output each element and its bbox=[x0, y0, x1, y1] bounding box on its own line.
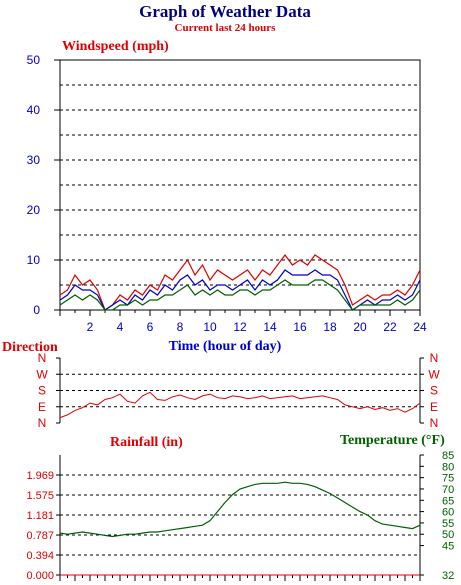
wind-x-tick-label: 6 bbox=[147, 320, 154, 334]
wind-x-tick-label: 16 bbox=[293, 320, 307, 334]
temperature-y-tick-label: 70 bbox=[442, 484, 454, 496]
wind-x-tick-label: 24 bbox=[413, 320, 427, 334]
temperature-y-tick-label: 85 bbox=[442, 450, 454, 462]
wind-x-tick-label: 10 bbox=[203, 320, 217, 334]
direction-series-group bbox=[59, 391, 421, 419]
rain-temp-series-group bbox=[59, 481, 421, 576]
page-title: Graph of Weather Data bbox=[139, 2, 311, 21]
wind-series-green bbox=[59, 279, 421, 311]
wind-x-tick-label: 8 bbox=[177, 320, 184, 334]
wind-y-tick-label: 30 bbox=[27, 153, 41, 167]
wind-x-tick-label: 4 bbox=[117, 320, 124, 334]
wind-x-axis: 2 4 6 8 10 12 14 16 18 20 22 24 bbox=[59, 310, 427, 334]
rainfall-y-tick-label: 0.394 bbox=[26, 550, 54, 562]
rainfall-y-axis: 0.000 0.394 0.787 1.181 1.575 1.969 bbox=[26, 470, 60, 582]
wind-x-tick-label: 22 bbox=[383, 320, 397, 334]
rainfall-chart-title: Rainfall (in) bbox=[110, 435, 183, 450]
wind-x-tick-label: 20 bbox=[353, 320, 367, 334]
temperature-y-tick-label: 65 bbox=[442, 495, 454, 507]
rain-temp-grid bbox=[59, 455, 421, 576]
temperature-y-tick-label: 75 bbox=[442, 473, 454, 485]
wind-y-tick-label: 20 bbox=[27, 203, 41, 217]
temperature-series bbox=[59, 481, 421, 538]
direction-series bbox=[59, 391, 421, 419]
direction-grid bbox=[59, 358, 421, 423]
wind-x-tick-label: 2 bbox=[87, 320, 94, 334]
direction-y-tick-label-left: N bbox=[38, 416, 47, 430]
temperature-chart-title: Temperature (°F) bbox=[340, 433, 445, 448]
temperature-y-tick-label: 80 bbox=[442, 461, 454, 473]
direction-y-tick-label-right: S bbox=[430, 384, 438, 398]
rainfall-y-tick-label: 1.575 bbox=[26, 490, 54, 502]
temperature-y-tick-label: 50 bbox=[442, 529, 454, 541]
wind-series-red bbox=[59, 254, 421, 311]
temperature-y-tick-label: 32 bbox=[442, 570, 454, 582]
wind-y-axis: 0 10 20 30 40 50 bbox=[27, 53, 60, 317]
wind-x-axis-title: Time (hour of day) bbox=[169, 339, 282, 354]
wind-y-tick-label: 40 bbox=[27, 103, 41, 117]
wind-y-tick-label: 10 bbox=[27, 253, 41, 267]
rain-temp-chart: Rainfall (in) Temperature (°F) 0.000 0.39… bbox=[26, 433, 454, 582]
direction-y-tick-label-right: N bbox=[430, 351, 439, 365]
wind-x-tick-label: 12 bbox=[233, 320, 247, 334]
rainfall-y-tick-label: 1.181 bbox=[26, 510, 54, 522]
direction-y-tick-label-left: W bbox=[36, 367, 48, 381]
page-subtitle: Current last 24 hours bbox=[175, 22, 277, 34]
direction-y-axis: N NE ES SW WN N bbox=[36, 351, 440, 430]
temperature-y-tick-label: 45 bbox=[442, 541, 454, 553]
rain-temp-x-axis bbox=[59, 575, 421, 581]
wind-chart-title: Windspeed (mph) bbox=[62, 39, 169, 54]
direction-y-tick-label-left: E bbox=[38, 400, 46, 414]
temperature-y-tick-label: 60 bbox=[442, 507, 454, 519]
direction-y-tick-label-right: E bbox=[430, 400, 438, 414]
wind-series-group bbox=[59, 254, 421, 311]
temperature-y-tick-label: 55 bbox=[442, 518, 454, 530]
wind-grid bbox=[60, 84, 420, 286]
rainfall-y-tick-label: 0.000 bbox=[26, 570, 54, 582]
direction-y-tick-label-left: N bbox=[38, 351, 47, 365]
rainfall-y-tick-label: 0.787 bbox=[26, 530, 54, 542]
rainfall-y-tick-label: 1.969 bbox=[26, 470, 54, 482]
direction-y-tick-label-right: W bbox=[428, 367, 440, 381]
direction-chart: Direction N NE ES SW WN N bbox=[2, 340, 440, 430]
direction-chart-title: Direction bbox=[2, 340, 58, 355]
wind-x-tick-label: 14 bbox=[263, 320, 277, 334]
wind-y-tick-label: 50 bbox=[27, 53, 41, 67]
wind-y-tick-label: 0 bbox=[33, 303, 40, 317]
wind-x-tick-label: 18 bbox=[323, 320, 337, 334]
direction-y-tick-label-left: S bbox=[38, 384, 46, 398]
direction-y-tick-label-right: N bbox=[430, 416, 439, 430]
